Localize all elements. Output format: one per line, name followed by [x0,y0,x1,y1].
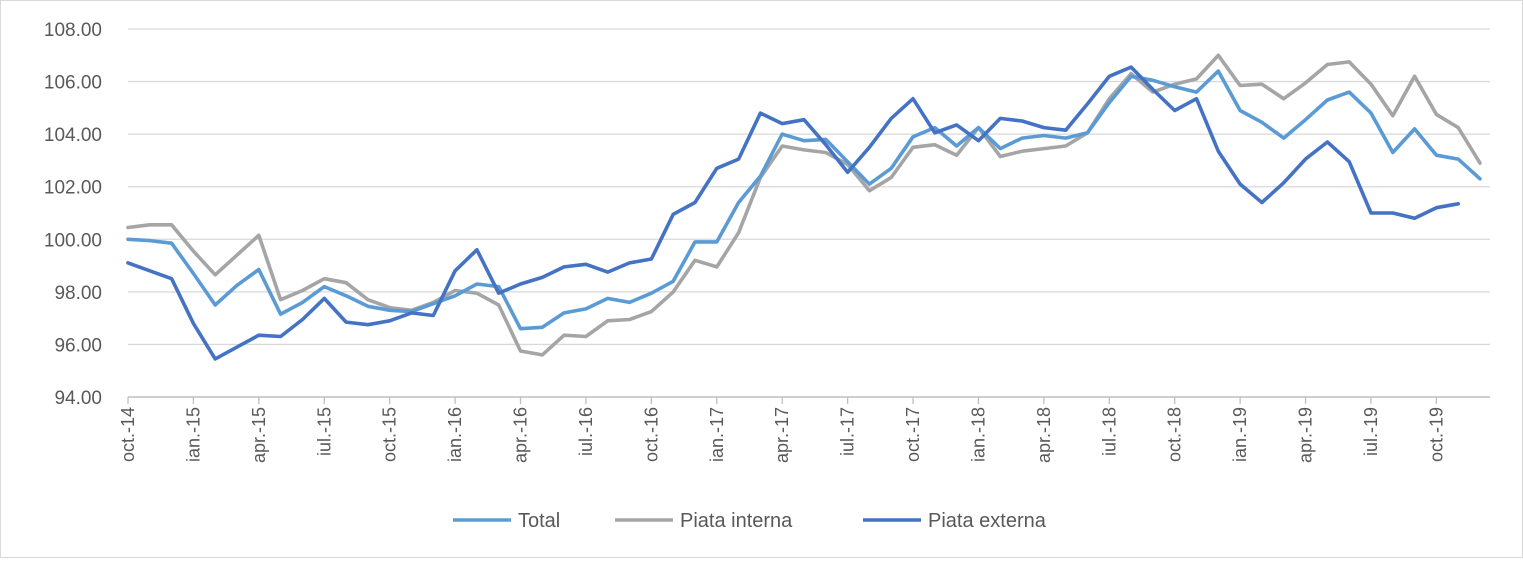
x-tick-label: apr.-15 [249,407,269,463]
x-tick-label: apr.-16 [511,407,531,463]
legend: Total Piata interna Piata externa [453,510,1047,532]
x-tick-label: ian.-15 [183,407,203,462]
x-tick-label: iul.-15 [314,407,334,456]
y-tick-label: 96.00 [54,335,102,356]
gridlines [128,28,1490,346]
x-tick-label: ian.-17 [707,407,727,462]
x-tick-label: ian.-19 [1230,407,1250,462]
x-axis: oct.-14 ian.-15 apr.-15 iul.-15 oct.-15 ian.-… [118,396,1490,463]
legend-label-total: Total [518,510,560,532]
legend-label-piata-interna: Piata interna [680,510,793,532]
y-tick-label: 94.00 [54,388,102,409]
y-tick-label: 108.00 [44,20,102,41]
x-tick-label: ian.-18 [968,407,988,462]
x-tick-label: apr.-17 [772,407,792,463]
y-tick-label: 106.00 [44,73,102,94]
x-tick-label: apr.-18 [1034,407,1054,463]
x-tick-label: iul.-18 [1099,407,1119,456]
series-line-piata-interna [126,53,1482,357]
series-line-total [126,69,1482,331]
x-tick-label: oct.-16 [641,407,661,462]
x-tick-label: iul.-19 [1361,407,1381,456]
x-tick-label: iul.-17 [838,407,858,456]
y-axis: 94.00 96.00 98.00 100.00 102.00 104.00 106.00 1… [44,20,102,409]
y-tick-label: 98.00 [54,283,102,304]
legend-label-piata-externa: Piata externa [928,510,1047,532]
x-tick-label: oct.-14 [118,407,138,462]
x-tick-label: oct.-19 [1426,407,1446,462]
x-tick-label: iul.-16 [576,407,596,456]
x-tick-label: oct.-15 [380,407,400,462]
x-tick-label: oct.-17 [903,407,923,462]
y-tick-label: 104.00 [44,125,102,146]
series-line-piata-externa [126,65,1460,361]
y-tick-label: 102.00 [44,178,102,199]
x-tick-label: ian.-16 [445,407,465,462]
series-lines [126,53,1482,361]
x-tick-label: oct.-18 [1165,407,1185,462]
x-tick-label: apr.-19 [1296,407,1316,463]
y-tick-label: 100.00 [44,230,102,251]
